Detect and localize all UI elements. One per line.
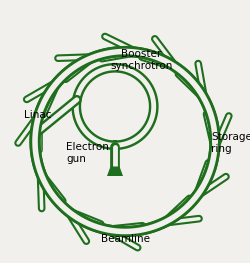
Text: Storage
ring: Storage ring [211,132,250,154]
Text: Booster
synchrotron: Booster synchrotron [110,49,172,71]
Text: Beamline: Beamline [100,234,150,244]
Text: Linac: Linac [24,110,51,120]
Text: Electron
gun: Electron gun [66,142,109,164]
Polygon shape [107,166,123,176]
